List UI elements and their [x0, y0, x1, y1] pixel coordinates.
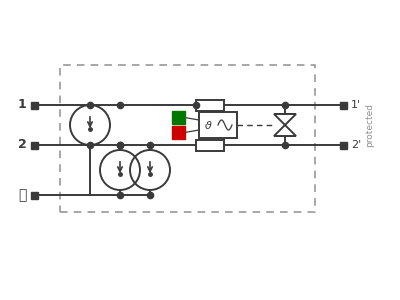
- Polygon shape: [274, 114, 296, 125]
- Bar: [31, 142, 38, 148]
- Bar: [172, 111, 184, 124]
- Text: 2: 2: [18, 139, 26, 152]
- Text: 1: 1: [18, 98, 26, 112]
- Bar: [196, 100, 224, 110]
- Text: ⏚: ⏚: [18, 188, 26, 202]
- Text: 1': 1': [351, 100, 361, 110]
- Bar: [60, 65, 315, 212]
- Polygon shape: [274, 125, 296, 136]
- Bar: [340, 142, 347, 148]
- Bar: [31, 191, 38, 199]
- Text: $\vartheta$: $\vartheta$: [204, 119, 212, 131]
- Text: 2': 2': [351, 140, 361, 150]
- Text: protected: protected: [366, 103, 374, 147]
- Bar: [196, 140, 224, 151]
- Bar: [31, 101, 38, 109]
- Bar: [172, 126, 184, 139]
- Bar: [199, 112, 237, 138]
- Bar: [340, 101, 347, 109]
